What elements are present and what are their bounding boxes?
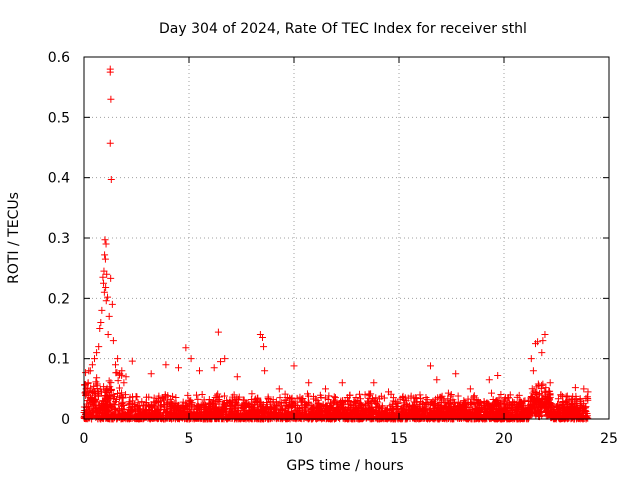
data-point <box>123 373 130 380</box>
data-point <box>169 393 176 400</box>
data-point <box>370 379 377 386</box>
data-point <box>193 392 200 399</box>
x-tick-label: 10 <box>285 431 303 447</box>
data-point <box>182 344 189 351</box>
data-point <box>93 349 100 356</box>
data-points <box>81 66 592 423</box>
data-point <box>215 329 222 336</box>
data-point <box>196 367 203 374</box>
data-point <box>148 370 155 377</box>
y-tick-label: 0.5 <box>48 110 70 126</box>
y-tick-label: 0.3 <box>48 231 70 247</box>
data-point <box>175 364 182 371</box>
data-point <box>572 384 579 391</box>
data-point <box>234 373 241 380</box>
data-point <box>530 367 537 374</box>
data-point <box>108 176 115 183</box>
data-point <box>110 337 117 344</box>
data-point <box>381 395 388 402</box>
x-tick-label: 20 <box>495 431 513 447</box>
data-point <box>102 256 109 263</box>
data-point <box>103 241 110 248</box>
y-tick-label: 0.1 <box>48 352 70 368</box>
data-point <box>101 251 108 258</box>
y-tick-label: 0.2 <box>48 291 70 307</box>
data-point <box>194 396 201 403</box>
data-point <box>109 301 116 308</box>
data-point <box>362 391 369 398</box>
data-point <box>105 331 112 338</box>
data-point <box>539 337 546 344</box>
data-point <box>488 390 495 397</box>
data-point <box>427 362 434 369</box>
data-point <box>99 274 106 281</box>
data-point <box>452 370 459 377</box>
data-point <box>96 325 103 332</box>
x-tick-label: 15 <box>390 431 408 447</box>
data-point <box>102 236 109 243</box>
data-point <box>89 361 96 368</box>
x-tick-label: 25 <box>600 431 618 447</box>
data-point <box>291 362 298 369</box>
data-point <box>98 307 105 314</box>
data-point <box>322 385 329 392</box>
data-point <box>261 367 268 374</box>
data-point <box>585 388 592 395</box>
y-axis-label: ROTI / TECUs <box>6 192 22 284</box>
data-point <box>87 367 94 374</box>
data-point <box>129 358 136 365</box>
data-point <box>541 331 548 338</box>
data-point <box>433 376 440 383</box>
data-point <box>248 390 255 397</box>
y-tick-label: 0 <box>61 412 70 428</box>
data-point <box>133 393 140 400</box>
data-point <box>494 372 501 379</box>
data-point <box>107 140 114 147</box>
y-tick-labels: 0 0.1 0.2 0.3 0.4 0.5 0.6 <box>48 50 70 428</box>
x-axis-label: GPS time / hours <box>286 458 403 474</box>
data-point <box>305 379 312 386</box>
data-point <box>97 319 104 326</box>
x-tick-label: 5 <box>185 431 194 447</box>
data-point <box>276 385 283 392</box>
data-point <box>547 379 554 386</box>
data-point <box>221 355 228 362</box>
data-point <box>184 392 191 399</box>
data-point <box>107 379 114 386</box>
data-point <box>82 369 89 376</box>
data-point <box>101 289 108 296</box>
data-point <box>106 313 113 320</box>
data-point <box>538 349 545 356</box>
data-point <box>584 393 591 400</box>
data-point <box>455 392 462 399</box>
data-point <box>211 364 218 371</box>
data-point <box>104 294 111 301</box>
y-tick-label: 0.4 <box>48 171 70 187</box>
data-point <box>112 361 119 368</box>
data-point <box>107 69 114 76</box>
roti-chart: Day 304 of 2024, Rate Of TEC Index for r… <box>0 0 640 480</box>
x-tick-labels: 0 5 10 15 20 25 <box>80 431 618 447</box>
data-point <box>217 358 224 365</box>
x-tick-label: 0 <box>80 431 89 447</box>
data-point <box>107 96 114 103</box>
data-point <box>107 275 114 282</box>
data-point <box>114 355 121 362</box>
data-point <box>497 391 504 398</box>
data-point <box>91 355 98 362</box>
data-point <box>486 376 493 383</box>
data-point <box>95 343 102 350</box>
chart-title: Day 304 of 2024, Rate Of TEC Index for r… <box>159 21 527 37</box>
data-point <box>365 390 372 397</box>
data-point <box>528 355 535 362</box>
data-point <box>580 385 587 392</box>
data-point <box>467 385 474 392</box>
data-point <box>106 377 113 384</box>
data-point <box>356 391 363 398</box>
y-tick-label: 0.6 <box>48 50 70 66</box>
data-point <box>162 361 169 368</box>
data-point <box>93 374 100 381</box>
data-point <box>339 379 346 386</box>
data-point <box>260 343 267 350</box>
